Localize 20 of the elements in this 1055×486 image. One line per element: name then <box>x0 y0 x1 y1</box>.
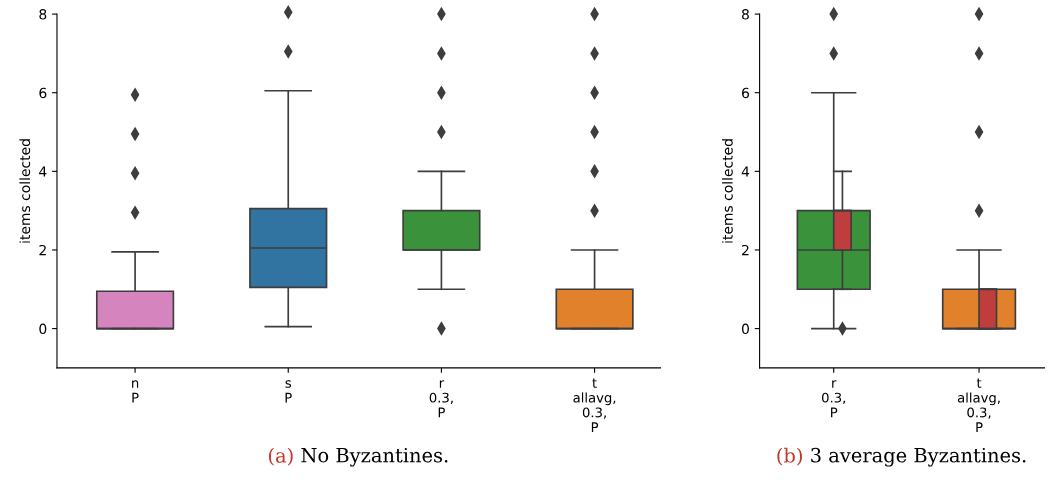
y-tick-label: 6 <box>39 87 47 99</box>
text: (b) 3 average Byzantines. <box>777 447 1026 467</box>
y-tick-label: 8 <box>39 9 47 20</box>
y-axis-title: items collected <box>19 139 31 243</box>
x-tick-label: s P <box>285 380 292 403</box>
x-tick-label: t allavg, 0.3, P <box>573 378 616 432</box>
x-tick-label: r 0.3, P <box>429 380 453 418</box>
y-tick-label: 4 <box>741 166 750 177</box>
y-tick-label: 4 <box>39 166 47 177</box>
x-tick-label: r 0.3, P <box>822 380 846 418</box>
text: (a) No Byzantines. <box>268 447 448 467</box>
y-tick-label: 0 <box>741 323 749 335</box>
y-tick-label: 2 <box>742 244 749 256</box>
x-tick-label: n P <box>132 380 139 403</box>
y-tick-label: 8 <box>741 9 749 20</box>
y-tick-label: 6 <box>742 87 749 99</box>
y-axis-title: items collected <box>722 139 733 243</box>
y-tick-label: 0 <box>39 323 47 335</box>
x-tick-label: t allavg, 0.3, P <box>957 378 1000 432</box>
y-tick-label: 2 <box>39 244 46 256</box>
